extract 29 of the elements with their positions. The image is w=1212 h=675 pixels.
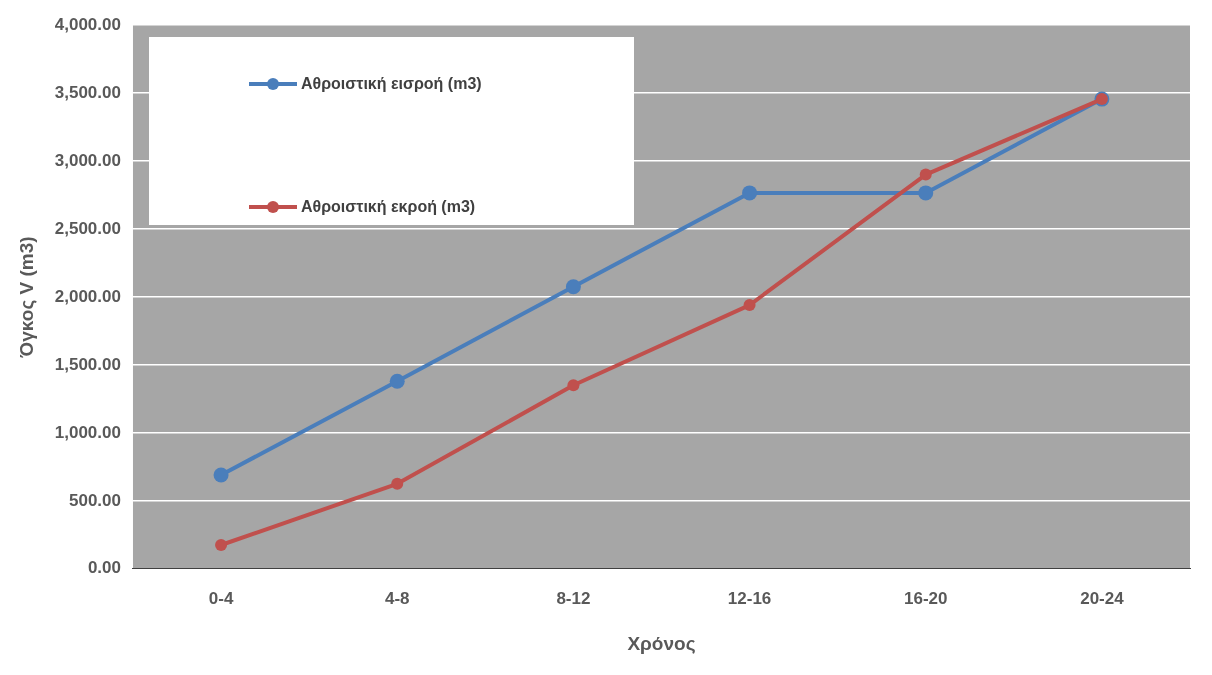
point — [918, 185, 934, 201]
point — [742, 185, 758, 201]
x-axis-title: Χρόνος — [627, 632, 696, 654]
y-tick-label: 1,000.00 — [54, 422, 121, 442]
x-tick-label: 12-16 — [727, 588, 772, 608]
y-tick-label: 500.00 — [68, 490, 121, 510]
point — [567, 379, 580, 392]
y-axis-title: Όγκος V (m3) — [15, 236, 37, 359]
legend-label: Αθροιστική εκροή (m3) — [300, 197, 476, 216]
point — [919, 168, 932, 181]
y-tick-label: 3,000.00 — [54, 150, 121, 170]
y-tick-label: 0.00 — [87, 558, 121, 578]
point — [389, 373, 405, 389]
x-tick-label: 8-12 — [556, 588, 591, 608]
point — [565, 279, 581, 295]
y-tick-label: 1,500.00 — [54, 354, 121, 374]
point — [213, 467, 229, 483]
point — [215, 539, 228, 552]
y-tick-label: 4,000.00 — [54, 14, 121, 34]
y-tick-label: 2,000.00 — [54, 286, 121, 306]
y-tick-label: 3,500.00 — [54, 82, 121, 102]
y-tick-label: 2,500.00 — [54, 218, 121, 238]
x-tick-label: 0-4 — [208, 588, 234, 608]
legend-label: Αθροιστική εισροή (m3) — [300, 74, 482, 93]
x-tick-label: 4-8 — [384, 588, 410, 608]
point — [391, 477, 404, 490]
x-tick-label: 20-24 — [1080, 588, 1125, 608]
point — [743, 299, 756, 312]
x-tick-label: 16-20 — [904, 588, 948, 608]
